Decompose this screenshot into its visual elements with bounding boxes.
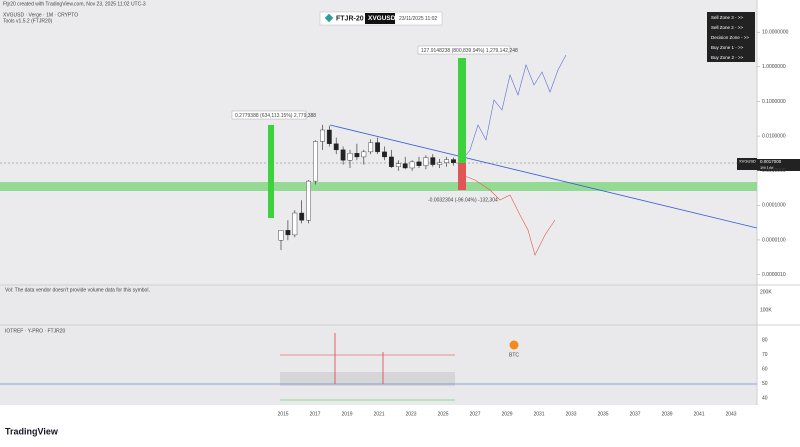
x-tick-label: 2031 — [533, 411, 544, 417]
annotation-box — [417, 45, 511, 55]
candle-body — [361, 151, 367, 158]
y-tick-label: 1.0000000 — [762, 64, 786, 70]
candle-body — [320, 129, 325, 142]
measure-bar — [458, 58, 466, 163]
annotation: -0.0032304 (-96.04%) -132,304 — [428, 197, 498, 203]
volume-note: Vol: The data vendor doesn't provide vol… — [5, 287, 150, 293]
candle-body — [402, 163, 408, 169]
projection-path — [461, 54, 567, 161]
candle-body — [368, 142, 374, 153]
measure-bar — [458, 163, 466, 190]
candle-body — [437, 162, 443, 165]
price-tag-price: 0.0017000 — [760, 159, 782, 164]
y-tick-label: 0.0010000 — [762, 168, 786, 174]
marker-label: BTC — [509, 352, 519, 358]
badge-symbol: XVGUSD — [368, 15, 396, 22]
zone-label: Buy Zone 1 - >> — [711, 45, 744, 50]
x-tick-label: 2029 — [501, 411, 512, 417]
badge-logo — [324, 13, 334, 23]
measure-bar — [268, 125, 274, 218]
footer-logo: TradingView — [5, 426, 59, 436]
annotation: 127.9148238 (800,839.94%) 1,279,142,248 — [421, 48, 518, 54]
y-tick-label: 0.0001000 — [762, 203, 786, 209]
candle-body — [423, 157, 429, 166]
badge-date: 23/11/2025 11:02 — [399, 16, 437, 22]
candle-body — [347, 153, 353, 161]
price-tag — [737, 158, 757, 170]
price-tag — [757, 159, 800, 171]
marker — [509, 340, 519, 350]
candle-body — [451, 159, 456, 163]
oscillator-tick: 60 — [762, 366, 768, 372]
x-tick-label: 2035 — [597, 411, 608, 417]
x-tick-label: 2021 — [373, 411, 384, 417]
zone-label: Decision Zone - >> — [711, 35, 749, 40]
zone-label: Sell Zone 3 - >> — [711, 15, 743, 20]
volume-tick: 100K — [760, 307, 772, 313]
x-tick-label: 2025 — [437, 411, 448, 417]
candle-body — [313, 141, 318, 182]
x-tick-label: 2039 — [661, 411, 672, 417]
candle-body — [333, 143, 339, 151]
price-tag-symbol: XVGUSD — [739, 159, 756, 164]
trend-line — [329, 124, 758, 229]
annotation-box — [231, 110, 307, 120]
y-tick-label: 0.0000010 — [762, 272, 786, 278]
candle-body — [306, 180, 311, 221]
x-tick-label: 2015 — [277, 411, 288, 417]
badge-brand: FTJR-20 — [336, 15, 364, 22]
symbol-line: XVGUSD · Verge · 1M · CRYPTO — [3, 12, 78, 18]
candle-body — [354, 153, 360, 158]
y-tick-label: 0.0100000 — [762, 133, 786, 139]
y-tick-label: 0.1000000 — [762, 99, 786, 105]
candle-body — [444, 159, 449, 163]
x-tick-label: 2023 — [405, 411, 416, 417]
volume-tick: 200K — [760, 289, 772, 295]
tools-line: Tools v1.5.2 (FTJR20) — [3, 18, 53, 24]
badge-symbol-bg — [365, 13, 395, 24]
projection-path — [461, 174, 556, 256]
zone-label: Buy Zone 2 - >> — [711, 55, 744, 60]
x-tick-label: 2041 — [693, 411, 704, 417]
oscillator-tick: 80 — [762, 337, 768, 343]
x-tick-label: 2027 — [469, 411, 480, 417]
oscillator-range — [280, 372, 455, 386]
candle-body — [299, 212, 305, 221]
y-tick-label: 0.0000100 — [762, 237, 786, 243]
oscillator-tick: 70 — [762, 352, 768, 358]
candle-body — [395, 163, 401, 167]
annotation: 0.2779388 (634,113.15%) 2,779,388 — [235, 113, 316, 119]
candle-body — [285, 230, 291, 236]
candle-body — [416, 161, 422, 166]
candle-body — [382, 151, 387, 158]
x-tick-label: 2017 — [309, 411, 320, 417]
candle-body — [326, 129, 332, 144]
candle-body — [375, 142, 380, 153]
footer-bar — [0, 422, 800, 442]
candle-body — [430, 157, 436, 165]
candle-body — [340, 149, 346, 161]
oscillator-tick: 50 — [762, 381, 768, 387]
x-tick-label: 2043 — [725, 411, 736, 417]
candle-body — [409, 161, 415, 169]
candle-body — [292, 212, 298, 236]
x-tick-label: 2033 — [565, 411, 576, 417]
candle-body — [278, 230, 284, 241]
oscillator-tick: 40 — [762, 395, 768, 401]
candle-body — [389, 156, 394, 167]
price-tag-interval: 1M 14d — [760, 165, 773, 170]
zone-label: Sell Zone 2 - >> — [711, 25, 743, 30]
header: Ftjr20 created with TradingView.com, Nov… — [3, 1, 146, 7]
y-tick-label: 10.0000000 — [762, 30, 789, 36]
zone-band — [0, 182, 757, 191]
x-tick-label: 2019 — [341, 411, 352, 417]
x-tick-label: 2037 — [629, 411, 640, 417]
oscillator-title: IOTREF · Y-PRO · FTJR20 — [5, 328, 66, 334]
zone-legend — [707, 12, 755, 62]
